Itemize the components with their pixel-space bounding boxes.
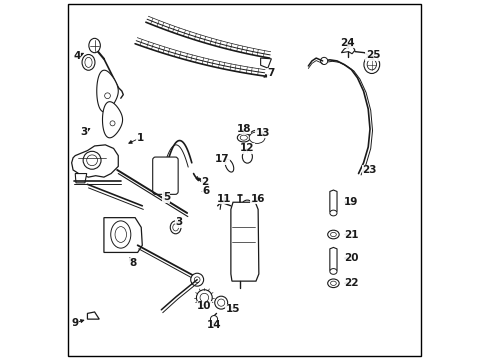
Ellipse shape xyxy=(89,39,100,53)
Ellipse shape xyxy=(85,57,92,67)
Text: 11: 11 xyxy=(216,194,230,204)
Text: 19: 19 xyxy=(344,197,358,207)
Text: 16: 16 xyxy=(250,194,265,204)
Text: 24: 24 xyxy=(340,38,354,48)
Ellipse shape xyxy=(170,221,181,234)
Ellipse shape xyxy=(217,299,224,306)
Ellipse shape xyxy=(196,290,212,306)
Polygon shape xyxy=(329,247,336,270)
Polygon shape xyxy=(260,58,271,68)
Ellipse shape xyxy=(190,273,203,286)
Ellipse shape xyxy=(329,269,336,274)
Ellipse shape xyxy=(330,232,336,237)
Ellipse shape xyxy=(329,210,336,216)
Text: 25: 25 xyxy=(365,50,379,60)
Polygon shape xyxy=(72,145,118,177)
Ellipse shape xyxy=(86,155,97,166)
Ellipse shape xyxy=(110,221,131,248)
Ellipse shape xyxy=(214,296,227,309)
Text: 10: 10 xyxy=(197,301,211,311)
Text: 18: 18 xyxy=(236,124,250,134)
Ellipse shape xyxy=(200,293,208,302)
Ellipse shape xyxy=(240,135,247,140)
Ellipse shape xyxy=(110,121,115,126)
Ellipse shape xyxy=(194,277,200,283)
Ellipse shape xyxy=(249,130,264,140)
Text: 21: 21 xyxy=(344,230,358,239)
Polygon shape xyxy=(230,202,258,281)
Text: 23: 23 xyxy=(361,165,376,175)
Ellipse shape xyxy=(244,203,250,209)
Text: 22: 22 xyxy=(344,278,358,288)
Text: 17: 17 xyxy=(215,154,229,164)
Ellipse shape xyxy=(363,55,379,73)
Text: 4: 4 xyxy=(74,51,81,61)
Ellipse shape xyxy=(320,57,327,64)
Ellipse shape xyxy=(330,281,336,285)
Text: 15: 15 xyxy=(225,304,240,314)
Ellipse shape xyxy=(115,226,126,242)
Ellipse shape xyxy=(172,224,178,231)
Text: 6: 6 xyxy=(202,186,209,197)
Text: 14: 14 xyxy=(206,320,221,330)
Text: 7: 7 xyxy=(267,68,275,78)
Ellipse shape xyxy=(237,134,250,142)
Ellipse shape xyxy=(83,151,101,169)
Text: 3: 3 xyxy=(175,217,183,227)
Polygon shape xyxy=(104,218,142,252)
Polygon shape xyxy=(329,190,336,212)
Ellipse shape xyxy=(327,230,339,239)
Text: 13: 13 xyxy=(255,128,270,138)
Text: 5: 5 xyxy=(163,192,170,202)
Polygon shape xyxy=(102,102,122,138)
Text: 12: 12 xyxy=(240,143,254,153)
Text: 2: 2 xyxy=(201,177,208,187)
Polygon shape xyxy=(75,174,86,183)
Ellipse shape xyxy=(241,200,253,212)
Polygon shape xyxy=(97,70,118,112)
Text: 9: 9 xyxy=(72,318,79,328)
Text: 8: 8 xyxy=(129,258,136,268)
Ellipse shape xyxy=(249,132,264,143)
Ellipse shape xyxy=(104,93,110,99)
Text: 20: 20 xyxy=(344,253,358,263)
Text: 3: 3 xyxy=(80,127,87,136)
FancyBboxPatch shape xyxy=(152,157,178,194)
Ellipse shape xyxy=(82,54,95,70)
Ellipse shape xyxy=(210,316,217,323)
Ellipse shape xyxy=(242,150,252,163)
Ellipse shape xyxy=(327,279,339,288)
Polygon shape xyxy=(87,312,99,319)
Text: 1: 1 xyxy=(137,133,144,143)
Polygon shape xyxy=(341,46,354,54)
Ellipse shape xyxy=(366,59,376,70)
